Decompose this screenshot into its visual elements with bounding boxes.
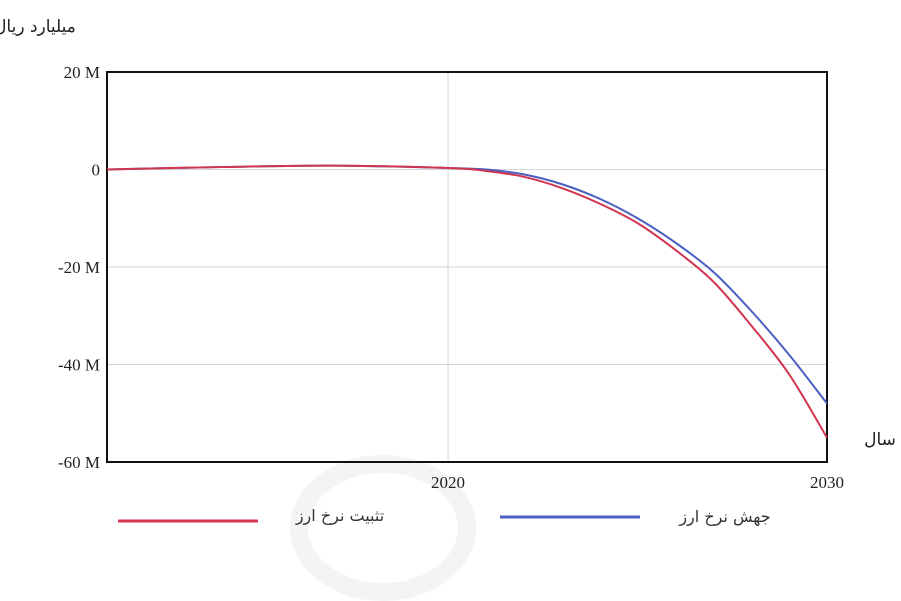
y-tick-label: -20 M	[58, 258, 100, 277]
legend: جهش نرخ ارز تثبیت نرخ ارز	[118, 506, 771, 527]
series-line-1	[106, 164, 828, 405]
y-axis-ticks: 20 M 0 -20 M -40 M -60 M	[58, 63, 100, 472]
series-line-2	[106, 164, 828, 439]
legend-label-series-2: تثبیت نرخ ارز	[295, 506, 384, 526]
x-axis-ticks: 2020 2030	[431, 473, 844, 492]
x-axis-label: سال	[864, 430, 896, 450]
x-tick-label: 2030	[810, 473, 844, 492]
series-lines	[106, 164, 828, 439]
y-tick-label: -40 M	[58, 356, 100, 375]
y-tick-label: 20 M	[64, 63, 100, 82]
y-tick-label: -60 M	[58, 453, 100, 472]
legend-label-series-1: جهش نرخ ارز	[678, 507, 770, 527]
plot-area	[106, 71, 828, 463]
y-axis-label: میلیارد ریال	[0, 17, 76, 37]
grid-lines	[107, 72, 827, 462]
line-chart: 20 M 0 -20 M -40 M -60 M 2020 2030 میلیارد ری…	[0, 17, 896, 527]
x-tick-label: 2020	[431, 473, 465, 492]
y-tick-label: 0	[92, 161, 101, 180]
